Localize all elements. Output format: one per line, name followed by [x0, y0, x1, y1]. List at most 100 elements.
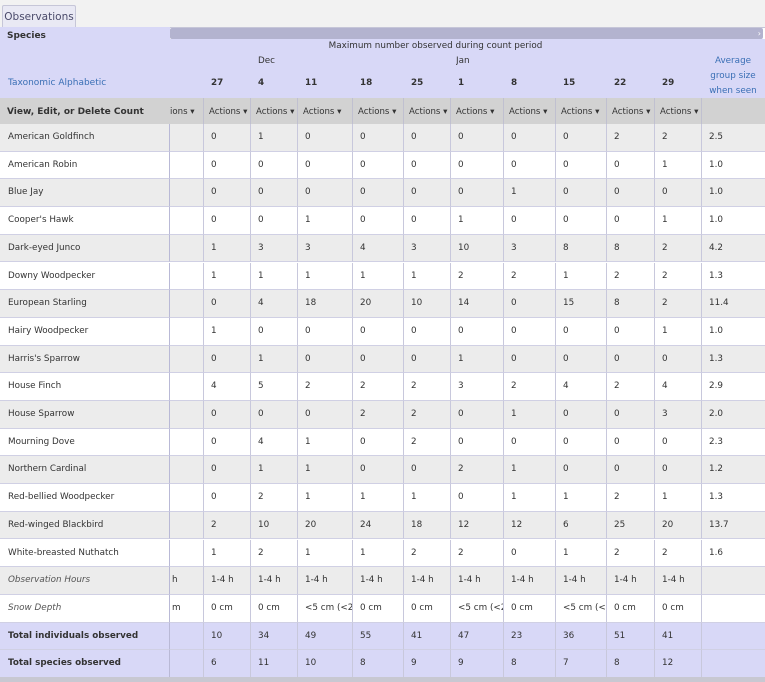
count-cell[interactable]: 10	[450, 234, 503, 263]
count-cell[interactable]: 1	[403, 262, 450, 291]
count-cell[interactable]: 2	[352, 373, 403, 401]
count-cell[interactable]: 8	[606, 234, 654, 263]
count-cell[interactable]: 0	[606, 151, 654, 180]
count-cell[interactable]: 0	[450, 401, 503, 429]
count-cell[interactable]: 0	[403, 456, 450, 485]
count-cell[interactable]: 1	[654, 151, 701, 180]
count-cell[interactable]: 0	[403, 124, 450, 152]
count-cell[interactable]: 0	[250, 179, 297, 208]
count-cell[interactable]: 1	[297, 428, 352, 457]
count-cell[interactable]: 1	[250, 456, 297, 485]
count-cell[interactable]: 0	[250, 317, 297, 346]
count-cell[interactable]: 1	[250, 124, 297, 152]
horizontal-scrollbar[interactable]: ›	[170, 28, 763, 39]
count-cell[interactable]: 6	[555, 511, 606, 540]
count-cell[interactable]: 2	[297, 373, 352, 401]
count-cell[interactable]: 0	[203, 151, 250, 180]
count-cell[interactable]: 2	[450, 456, 503, 485]
count-cell[interactable]: 0	[250, 207, 297, 235]
count-cell[interactable]: 4	[250, 290, 297, 318]
count-cell[interactable]: 4	[654, 373, 701, 401]
count-cell[interactable]: 20	[297, 511, 352, 540]
count-cell[interactable]: 0	[203, 179, 250, 208]
count-cell[interactable]: 20	[654, 511, 701, 540]
count-cell[interactable]: 0	[555, 317, 606, 346]
count-cell[interactable]: 0	[654, 179, 701, 208]
count-cell[interactable]: 4	[352, 234, 403, 263]
actions-menu[interactable]: Actions ▾	[503, 98, 555, 126]
count-cell[interactable]: 1	[352, 484, 403, 512]
count-cell[interactable]: 0	[654, 428, 701, 457]
count-cell[interactable]: 4	[203, 373, 250, 401]
count-cell[interactable]: 2	[352, 401, 403, 429]
count-cell[interactable]: 2	[450, 539, 503, 568]
count-cell[interactable]: 0	[606, 401, 654, 429]
count-cell[interactable]: 2	[403, 539, 450, 568]
count-cell[interactable]: 0	[503, 151, 555, 180]
count-cell[interactable]: 0	[503, 539, 555, 568]
count-cell[interactable]: 3	[503, 234, 555, 263]
count-cell[interactable]: 2	[250, 484, 297, 512]
count-cell[interactable]: 0	[555, 207, 606, 235]
count-cell[interactable]: 0	[450, 151, 503, 180]
count-cell[interactable]: 18	[297, 290, 352, 318]
count-cell[interactable]: 0	[352, 151, 403, 180]
count-cell[interactable]: 0	[203, 124, 250, 152]
count-cell[interactable]: 1	[503, 179, 555, 208]
count-cell[interactable]: 1	[450, 207, 503, 235]
count-cell[interactable]: 0	[503, 124, 555, 152]
count-cell[interactable]: 0	[555, 428, 606, 457]
count-cell[interactable]: 0	[203, 484, 250, 512]
count-cell[interactable]: 1	[250, 345, 297, 374]
actions-menu[interactable]: Actions ▾	[654, 98, 701, 126]
count-cell[interactable]: 0	[606, 345, 654, 374]
actions-menu[interactable]: Actions ▾	[450, 98, 503, 126]
count-cell[interactable]: 0	[606, 179, 654, 208]
count-cell[interactable]: 1	[654, 317, 701, 346]
count-cell[interactable]: 2	[450, 262, 503, 291]
count-cell[interactable]: 1	[203, 539, 250, 568]
count-cell[interactable]: 0	[203, 290, 250, 318]
count-cell[interactable]: 1	[403, 484, 450, 512]
count-cell[interactable]: 0	[450, 179, 503, 208]
count-cell[interactable]: 0	[606, 456, 654, 485]
count-cell[interactable]: 0	[450, 428, 503, 457]
count-cell[interactable]: 2	[654, 539, 701, 568]
count-cell[interactable]: 0	[203, 207, 250, 235]
count-cell[interactable]: 2	[503, 373, 555, 401]
count-cell[interactable]: 0	[203, 456, 250, 485]
count-cell[interactable]: 0	[555, 124, 606, 152]
count-cell[interactable]: 2	[654, 262, 701, 291]
count-cell[interactable]: 2	[203, 511, 250, 540]
count-cell[interactable]: 0	[654, 456, 701, 485]
count-cell[interactable]: 10	[250, 511, 297, 540]
count-cell[interactable]: 0	[606, 207, 654, 235]
count-cell[interactable]: 0	[352, 317, 403, 346]
count-cell[interactable]: 1	[654, 207, 701, 235]
count-cell[interactable]: 0	[297, 124, 352, 152]
count-cell[interactable]: 2	[606, 539, 654, 568]
actions-menu[interactable]: Actions ▾	[403, 98, 450, 126]
count-cell[interactable]: 10	[403, 290, 450, 318]
count-cell[interactable]: 1	[503, 456, 555, 485]
count-cell[interactable]: 2	[606, 124, 654, 152]
count-cell[interactable]: 1	[555, 539, 606, 568]
count-cell[interactable]: 1	[297, 539, 352, 568]
count-cell[interactable]: 2	[250, 539, 297, 568]
actions-menu-partial[interactable]: ions ▾	[170, 98, 203, 126]
count-cell[interactable]: 1	[555, 484, 606, 512]
count-cell[interactable]: 3	[654, 401, 701, 429]
count-cell[interactable]: 0	[503, 317, 555, 346]
count-cell[interactable]: 2	[654, 234, 701, 263]
count-cell[interactable]: 2	[606, 484, 654, 512]
count-cell[interactable]: 0	[403, 317, 450, 346]
count-cell[interactable]: 0	[503, 345, 555, 374]
count-cell[interactable]: 1	[450, 345, 503, 374]
count-cell[interactable]: 3	[403, 234, 450, 263]
count-cell[interactable]: 2	[654, 124, 701, 152]
count-cell[interactable]: 0	[555, 456, 606, 485]
actions-menu[interactable]: Actions ▾	[606, 98, 654, 126]
count-cell[interactable]: 0	[352, 345, 403, 374]
count-cell[interactable]: 1	[203, 317, 250, 346]
count-cell[interactable]: 0	[203, 428, 250, 457]
